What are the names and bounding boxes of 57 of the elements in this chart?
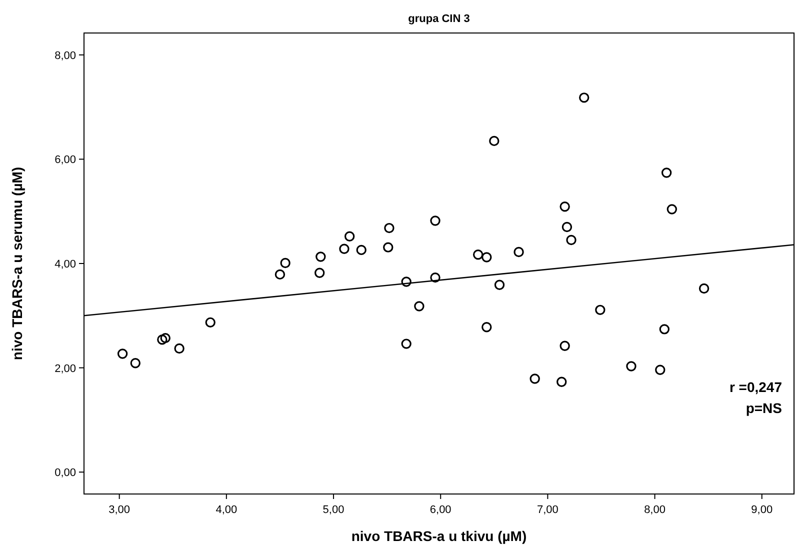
x-tick-label: 9,00 (751, 504, 773, 516)
point (344, 231, 355, 242)
x-tick-label: 6,00 (430, 504, 452, 516)
y-tick-label: 2,00 (54, 362, 76, 375)
point (595, 304, 606, 316)
point (562, 222, 572, 232)
point (314, 268, 325, 278)
point (316, 252, 326, 262)
y-tick-label: 0,00 (54, 467, 76, 480)
x-tick-label: 5,00 (322, 504, 344, 516)
x-tick-label: 8,00 (644, 504, 666, 516)
point (661, 168, 672, 178)
point (482, 252, 492, 262)
x-tick-label: 3,00 (108, 504, 130, 516)
point (157, 334, 168, 345)
x-axis-title: nivo TBARS-a u tkivu (µM) (351, 528, 527, 544)
y-tick-label: 6,00 (54, 154, 76, 166)
x-tick-label: 4,00 (216, 504, 238, 516)
point (274, 269, 286, 280)
point (659, 324, 670, 334)
point (698, 283, 710, 294)
point (472, 250, 484, 260)
point (401, 338, 412, 349)
x-tick-label: 7,00 (536, 504, 558, 516)
point (494, 280, 505, 290)
y-tick-label: 8,00 (54, 50, 76, 62)
point (383, 242, 394, 252)
point (356, 244, 366, 256)
point (339, 244, 350, 254)
point (530, 374, 540, 384)
point (174, 343, 184, 354)
y-tick-label: 4,00 (54, 258, 76, 270)
point (626, 361, 636, 372)
point (401, 276, 412, 287)
point (579, 92, 590, 103)
point (117, 348, 128, 359)
point (130, 358, 141, 368)
annotation: p=NS (746, 400, 782, 416)
point (280, 258, 290, 268)
point (566, 234, 576, 246)
point (560, 202, 570, 212)
point (489, 136, 500, 146)
point (414, 301, 424, 312)
point (430, 272, 440, 283)
chart-title: grupa CIN 3 (408, 13, 470, 25)
point (655, 364, 666, 375)
point (560, 340, 570, 351)
point (430, 216, 440, 226)
point (666, 204, 678, 214)
point (205, 317, 216, 328)
point (556, 376, 567, 387)
point (514, 246, 524, 258)
annotation: r =0,247 (729, 379, 782, 395)
y-axis-title: nivo TBARS-a u serumu (µM) (9, 166, 25, 360)
point (384, 222, 394, 234)
point (160, 332, 170, 344)
point (482, 322, 492, 332)
